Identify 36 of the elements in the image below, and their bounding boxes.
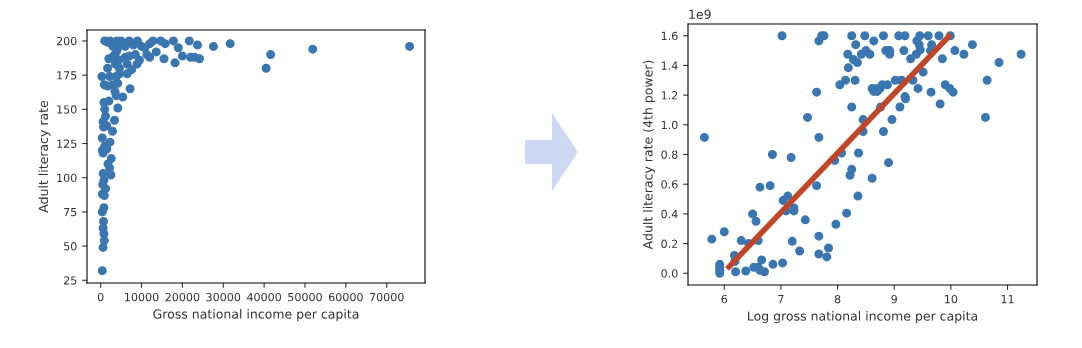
x-tick-label: 20000 — [165, 292, 200, 302]
y-tick-label: 0.0 — [661, 269, 678, 278]
text: 1e9 — [689, 9, 711, 19]
y-tick-label: 1.6 — [661, 31, 678, 41]
x-tick-label: 11 — [1001, 295, 1014, 304]
y-tick-label: 200 — [56, 36, 77, 46]
y-tick-label: 25 — [63, 276, 77, 285]
x-axis-title: Gross national income per capita — [153, 309, 359, 322]
x-tick-label: 10 — [945, 294, 958, 304]
y-tick-label: 1.2 — [661, 91, 678, 100]
y-tick-label: 125 — [57, 139, 77, 148]
y-tick-label: 50 — [64, 242, 77, 251]
y-tick-label: 0.4 — [661, 209, 678, 219]
y-tick-label: 75 — [64, 208, 77, 217]
y-axis-title: Adult literacy rate — [38, 100, 51, 213]
y-tick-label: 1.4 — [661, 61, 678, 70]
x-tick-label: 70000 — [369, 292, 404, 302]
x-tick-label: 30000 — [206, 292, 241, 302]
x-tick-label: 40000 — [246, 292, 282, 302]
y-tick-label: 1.0 — [661, 120, 678, 130]
y-tick-label: 100 — [57, 173, 77, 183]
x-tick-label: 50000 — [288, 292, 322, 302]
x-tick-label: 0 — [97, 292, 104, 302]
y-tick-label: 150 — [57, 105, 77, 114]
x-axis-title: Log gross national income per capita — [748, 311, 978, 324]
y-tick-label: 0.2 — [661, 239, 678, 248]
x-tick-label: 8 — [834, 294, 841, 304]
x-tick-label: 10000 — [125, 292, 159, 302]
y-tick-label: 0.8 — [661, 150, 678, 159]
x-tick-label: 9 — [891, 294, 897, 304]
x-tick-label: 60000 — [328, 292, 363, 302]
y-axis-title: Adult literacy rate (4th power) — [642, 60, 656, 250]
x-tick-label: 7 — [778, 295, 784, 304]
y-tick-label: 0.6 — [661, 180, 678, 189]
x-tick-label: 6 — [721, 294, 728, 304]
y-tick-label: 175 — [57, 71, 77, 80]
